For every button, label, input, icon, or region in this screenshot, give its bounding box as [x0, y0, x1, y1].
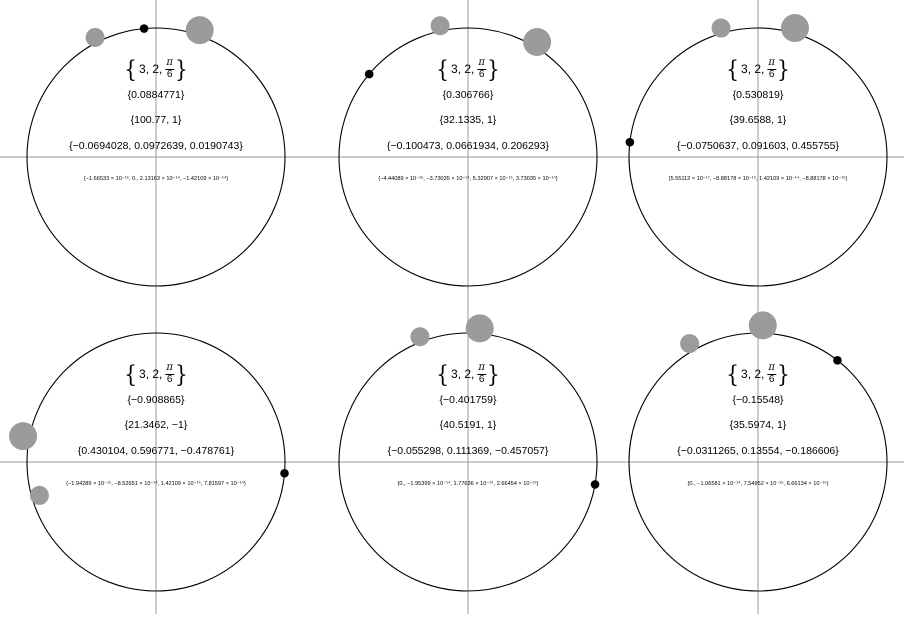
- large-disk: [185, 16, 214, 45]
- residual-line: {0., −1.95399 × 10⁻¹⁴, 1.77636 × 10⁻¹⁴, …: [397, 481, 539, 487]
- value-line: {0.306766}: [442, 89, 494, 101]
- circle-point: [590, 480, 600, 489]
- large-disk: [748, 311, 777, 340]
- small-disk: [680, 334, 700, 354]
- parameter-prefix: 3, 2,: [451, 62, 475, 76]
- open-brace: {: [436, 55, 450, 83]
- pair-line: {21.3462, −1}: [124, 419, 188, 431]
- fraction-denominator: 6: [768, 68, 775, 80]
- vector-line: {−0.055298, 0.111369, −0.457057}: [387, 445, 549, 457]
- open-brace: {: [124, 55, 138, 83]
- pair-line: {39.6588, 1}: [729, 114, 787, 126]
- vector-line: {−0.0311265, 0.13554, −0.186606}: [677, 445, 839, 457]
- fraction-numerator: π: [767, 362, 776, 375]
- small-disk: [430, 16, 450, 36]
- large-disk: [523, 28, 552, 57]
- circle-point: [280, 468, 289, 478]
- open-brace: {: [726, 360, 740, 388]
- close-brace: }: [174, 360, 188, 388]
- vector-line: {−0.0694028, 0.0972639, 0.0190743}: [69, 140, 243, 152]
- small-disk: [29, 485, 49, 505]
- fraction-numerator: π: [165, 57, 174, 70]
- circle-point: [625, 137, 635, 147]
- value-line: {−0.908865}: [127, 394, 185, 406]
- pair-line: {35.5974, 1}: [729, 419, 787, 431]
- unit-circle: [26, 27, 286, 287]
- fraction-denominator: 6: [166, 373, 173, 385]
- parameter-list: {3, 2, π 6}: [124, 360, 188, 388]
- circle-point: [139, 24, 149, 33]
- fraction-denominator: 6: [478, 373, 485, 385]
- residual-line: {−1.66533 × 10⁻¹⁶, 0., 2.13163 × 10⁻¹⁴, …: [83, 176, 229, 182]
- open-brace: {: [726, 55, 740, 83]
- parameter-prefix: 3, 2,: [139, 62, 163, 76]
- value-line: {0.530819}: [732, 89, 784, 101]
- vector-line: {−0.0750637, 0.091603, 0.455755}: [676, 140, 840, 152]
- unit-circle: [338, 27, 598, 287]
- small-disk: [711, 18, 731, 38]
- close-brace: }: [174, 55, 188, 83]
- value-line: {0.0884771}: [127, 89, 185, 101]
- fraction-numerator: π: [165, 362, 174, 375]
- fraction-denominator: 6: [768, 373, 775, 385]
- pair-line: {100.77, 1}: [130, 114, 182, 126]
- residual-line: {−1.94289 × 10⁻¹⁵, −8.52651 × 10⁻¹⁴, 1.4…: [66, 481, 246, 487]
- circle-point: [833, 356, 842, 365]
- small-disk: [85, 27, 105, 47]
- unit-circle: [26, 332, 286, 592]
- large-disk: [465, 314, 494, 343]
- fraction-denominator: 6: [166, 68, 173, 80]
- close-brace: }: [486, 55, 500, 83]
- pair-line: {32.1335, 1}: [439, 114, 497, 126]
- pair-line: {40.5191, 1}: [439, 419, 497, 431]
- value-line: {−0.401759}: [439, 394, 497, 406]
- parameter-list: {3, 2, π 6}: [726, 55, 790, 83]
- fraction-denominator: 6: [478, 68, 485, 80]
- parameter-list: {3, 2, π 6}: [436, 360, 500, 388]
- circle-point: [364, 69, 374, 79]
- residual-line: {−4.44089 × 10⁻¹⁶, −3.73035 × 10⁻¹⁴, 5.3…: [378, 176, 558, 182]
- close-brace: }: [776, 360, 790, 388]
- vector-line: {−0.100473, 0.0661934, 0.206293}: [386, 140, 550, 152]
- open-brace: {: [436, 360, 450, 388]
- value-line: {−0.15548}: [732, 394, 784, 406]
- residual-line: {5.55112 × 10⁻¹⁷, −8.88178 × 10⁻¹⁵, 1.42…: [668, 176, 848, 182]
- fraction-numerator: π: [477, 57, 486, 70]
- parameter-prefix: 3, 2,: [451, 367, 475, 381]
- parameter-prefix: 3, 2,: [741, 367, 765, 381]
- parameter-prefix: 3, 2,: [139, 367, 163, 381]
- large-disk: [780, 14, 809, 43]
- unit-circle: [628, 27, 888, 287]
- small-disk: [410, 327, 430, 347]
- large-disk: [9, 422, 38, 451]
- close-brace: }: [776, 55, 790, 83]
- open-brace: {: [124, 360, 138, 388]
- residual-line: {0., −1.06581 × 10⁻¹⁴, 7.54952 × 10⁻¹⁵, …: [687, 481, 829, 487]
- close-brace: }: [486, 360, 500, 388]
- parameter-list: {3, 2, π 6}: [436, 55, 500, 83]
- parameter-prefix: 3, 2,: [741, 62, 765, 76]
- vector-line: {0.430104, 0.596771, −0.478761}: [77, 445, 235, 457]
- parameter-list: {3, 2, π 6}: [726, 360, 790, 388]
- fraction-numerator: π: [477, 362, 486, 375]
- parameter-list: {3, 2, π 6}: [124, 55, 188, 83]
- fraction-numerator: π: [767, 57, 776, 70]
